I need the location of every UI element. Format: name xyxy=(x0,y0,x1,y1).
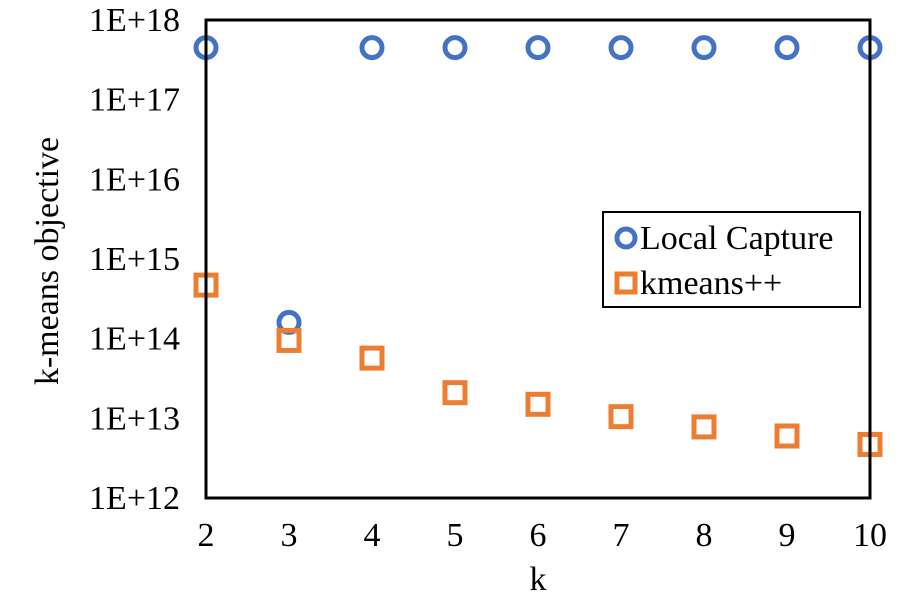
x-tick-label: 5 xyxy=(447,517,464,554)
legend-label: Local Capture xyxy=(640,220,834,257)
kmeans-plus-plus-point xyxy=(525,391,551,417)
x-tick-label: 9 xyxy=(779,517,796,554)
y-tick-label: 1E+14 xyxy=(89,321,180,358)
local-capture-point xyxy=(608,35,634,61)
local-capture-point xyxy=(442,35,468,61)
x-tick-label: 7 xyxy=(613,517,630,554)
legend-circle-marker xyxy=(614,226,638,250)
kmeans-plus-plus-point xyxy=(276,327,302,353)
y-tick-label: 1E+18 xyxy=(89,2,180,39)
x-tick-label: 2 xyxy=(198,517,215,554)
x-axis-title: k xyxy=(530,561,547,598)
kmeans-plus-plus-point xyxy=(442,380,468,406)
local-capture-point xyxy=(691,35,717,61)
x-tick-label: 10 xyxy=(853,517,887,554)
y-axis-ticks: 1E+12 1E+13 1E+14 1E+15 1E+16 1E+17 1E+18 xyxy=(89,2,180,517)
kmeans-plus-plus-point xyxy=(774,423,800,449)
kmeans-plus-plus-point xyxy=(359,345,385,371)
data-marks xyxy=(193,35,883,457)
local-capture-point xyxy=(774,35,800,61)
x-axis-ticks: 2 3 4 5 6 7 8 9 10 xyxy=(198,517,888,554)
x-tick-label: 6 xyxy=(530,517,547,554)
x-tick-label: 8 xyxy=(696,517,713,554)
y-tick-label: 1E+12 xyxy=(89,480,180,517)
x-tick-label: 4 xyxy=(364,517,381,554)
legend-square-marker xyxy=(614,271,638,295)
y-axis-title: k-means objective xyxy=(29,137,66,385)
local-capture-point xyxy=(525,35,551,61)
y-tick-label: 1E+16 xyxy=(89,161,180,198)
y-tick-label: 1E+17 xyxy=(89,82,180,119)
y-tick-label: 1E+15 xyxy=(89,241,180,278)
local-capture-point xyxy=(359,35,385,61)
x-tick-label: 3 xyxy=(281,517,298,554)
legend-label: kmeans++ xyxy=(640,265,782,302)
y-tick-label: 1E+13 xyxy=(89,400,180,437)
legend: Local Capture kmeans++ xyxy=(602,211,861,308)
kmeans-plus-plus-point xyxy=(691,414,717,440)
plot-frame xyxy=(204,18,872,500)
kmeans-plus-plus-point xyxy=(608,404,634,430)
legend-box xyxy=(602,211,861,308)
